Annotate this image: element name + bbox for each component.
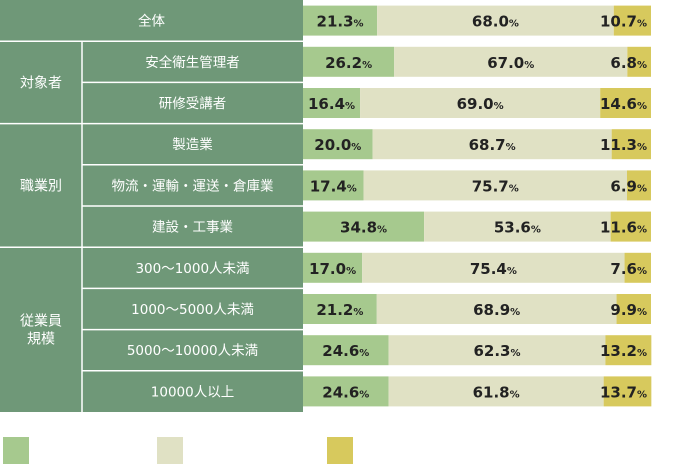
category-label: 製造業 xyxy=(172,137,213,153)
legend-swatch xyxy=(327,437,353,464)
bar-segment xyxy=(303,46,395,77)
bar-segment xyxy=(303,211,425,242)
data-label: 75.4% xyxy=(470,260,517,278)
data-label: 6.8% xyxy=(610,54,647,72)
data-label: 14.6% xyxy=(600,95,647,113)
data-label: 21.2% xyxy=(316,301,363,319)
category-label: 10000人以上 xyxy=(151,384,234,400)
data-label: 53.6% xyxy=(494,219,541,237)
group-label: 従業員 xyxy=(20,314,62,330)
bar-segment xyxy=(303,376,389,407)
bar-segment xyxy=(377,5,614,36)
legend-swatch xyxy=(3,437,29,464)
bar-segment xyxy=(624,252,651,283)
data-label: 6.9% xyxy=(610,177,647,195)
data-label: 10.7% xyxy=(600,13,647,31)
bar-segment xyxy=(610,211,651,242)
category-label: 物流・運輸・運送・倉庫業 xyxy=(112,178,274,194)
bar-segment xyxy=(303,170,364,201)
bar-segment xyxy=(394,46,628,77)
data-label: 11.3% xyxy=(600,136,647,154)
group-label: 対象者 xyxy=(20,75,62,91)
data-label: 62.3% xyxy=(473,342,520,360)
category-label: 研修受講者 xyxy=(159,96,227,112)
bar-segment xyxy=(626,170,651,201)
category-label: 300〜1000人未満 xyxy=(135,261,249,277)
bar-segment xyxy=(376,294,617,324)
bar-segment xyxy=(303,294,377,324)
bar-segment xyxy=(611,129,651,160)
legend-swatch xyxy=(157,437,183,464)
data-label: 24.6% xyxy=(322,342,369,360)
category-label: 建設・工事業 xyxy=(152,220,233,236)
bar-segment xyxy=(605,335,652,366)
category-label: 5000〜10000人未満 xyxy=(127,343,258,359)
data-label: 16.4% xyxy=(308,95,355,113)
data-label: 9.9% xyxy=(610,301,647,319)
data-label: 21.3% xyxy=(317,13,364,31)
data-label: 13.7% xyxy=(600,383,647,401)
data-label: 24.6% xyxy=(322,383,369,401)
data-label: 17.0% xyxy=(309,260,356,278)
group-label: 規模 xyxy=(27,332,55,348)
bar-segment xyxy=(424,211,611,242)
bar-segment xyxy=(613,5,651,36)
data-label: 34.8% xyxy=(340,219,387,237)
data-label: 68.0% xyxy=(472,13,519,31)
bar-segment xyxy=(372,129,612,160)
bar-segment xyxy=(363,170,627,201)
data-label: 69.0% xyxy=(457,95,504,113)
data-label: 20.0% xyxy=(314,136,361,154)
category-label: 1000〜5000人未満 xyxy=(131,302,254,318)
category-label: 全体 xyxy=(138,13,165,30)
bar-segment xyxy=(303,88,361,118)
data-label: 11.6% xyxy=(600,219,647,237)
data-label: 68.7% xyxy=(469,136,516,154)
bar-segment xyxy=(603,376,652,407)
bar-segment xyxy=(388,335,606,366)
bar-segment xyxy=(303,335,389,366)
bar-segment xyxy=(303,129,373,160)
data-label: 7.6% xyxy=(610,260,647,278)
bar-segment xyxy=(616,294,651,324)
data-label: 17.4% xyxy=(310,177,357,195)
data-label: 75.7% xyxy=(472,177,519,195)
bar-segment xyxy=(627,46,651,77)
bar-segment xyxy=(362,252,625,283)
bar-segment xyxy=(388,376,604,407)
data-label: 67.0% xyxy=(487,54,534,72)
data-label: 68.9% xyxy=(473,301,520,319)
data-label: 26.2% xyxy=(325,54,372,72)
bar-segment xyxy=(303,252,363,283)
data-label: 61.8% xyxy=(473,383,520,401)
data-label: 13.2% xyxy=(600,342,647,360)
bar-segment xyxy=(600,88,651,118)
group-label: 職業別 xyxy=(20,178,62,194)
bar-segment xyxy=(360,88,601,118)
category-label: 安全衛生管理者 xyxy=(145,54,240,71)
bar-segment xyxy=(303,5,378,36)
